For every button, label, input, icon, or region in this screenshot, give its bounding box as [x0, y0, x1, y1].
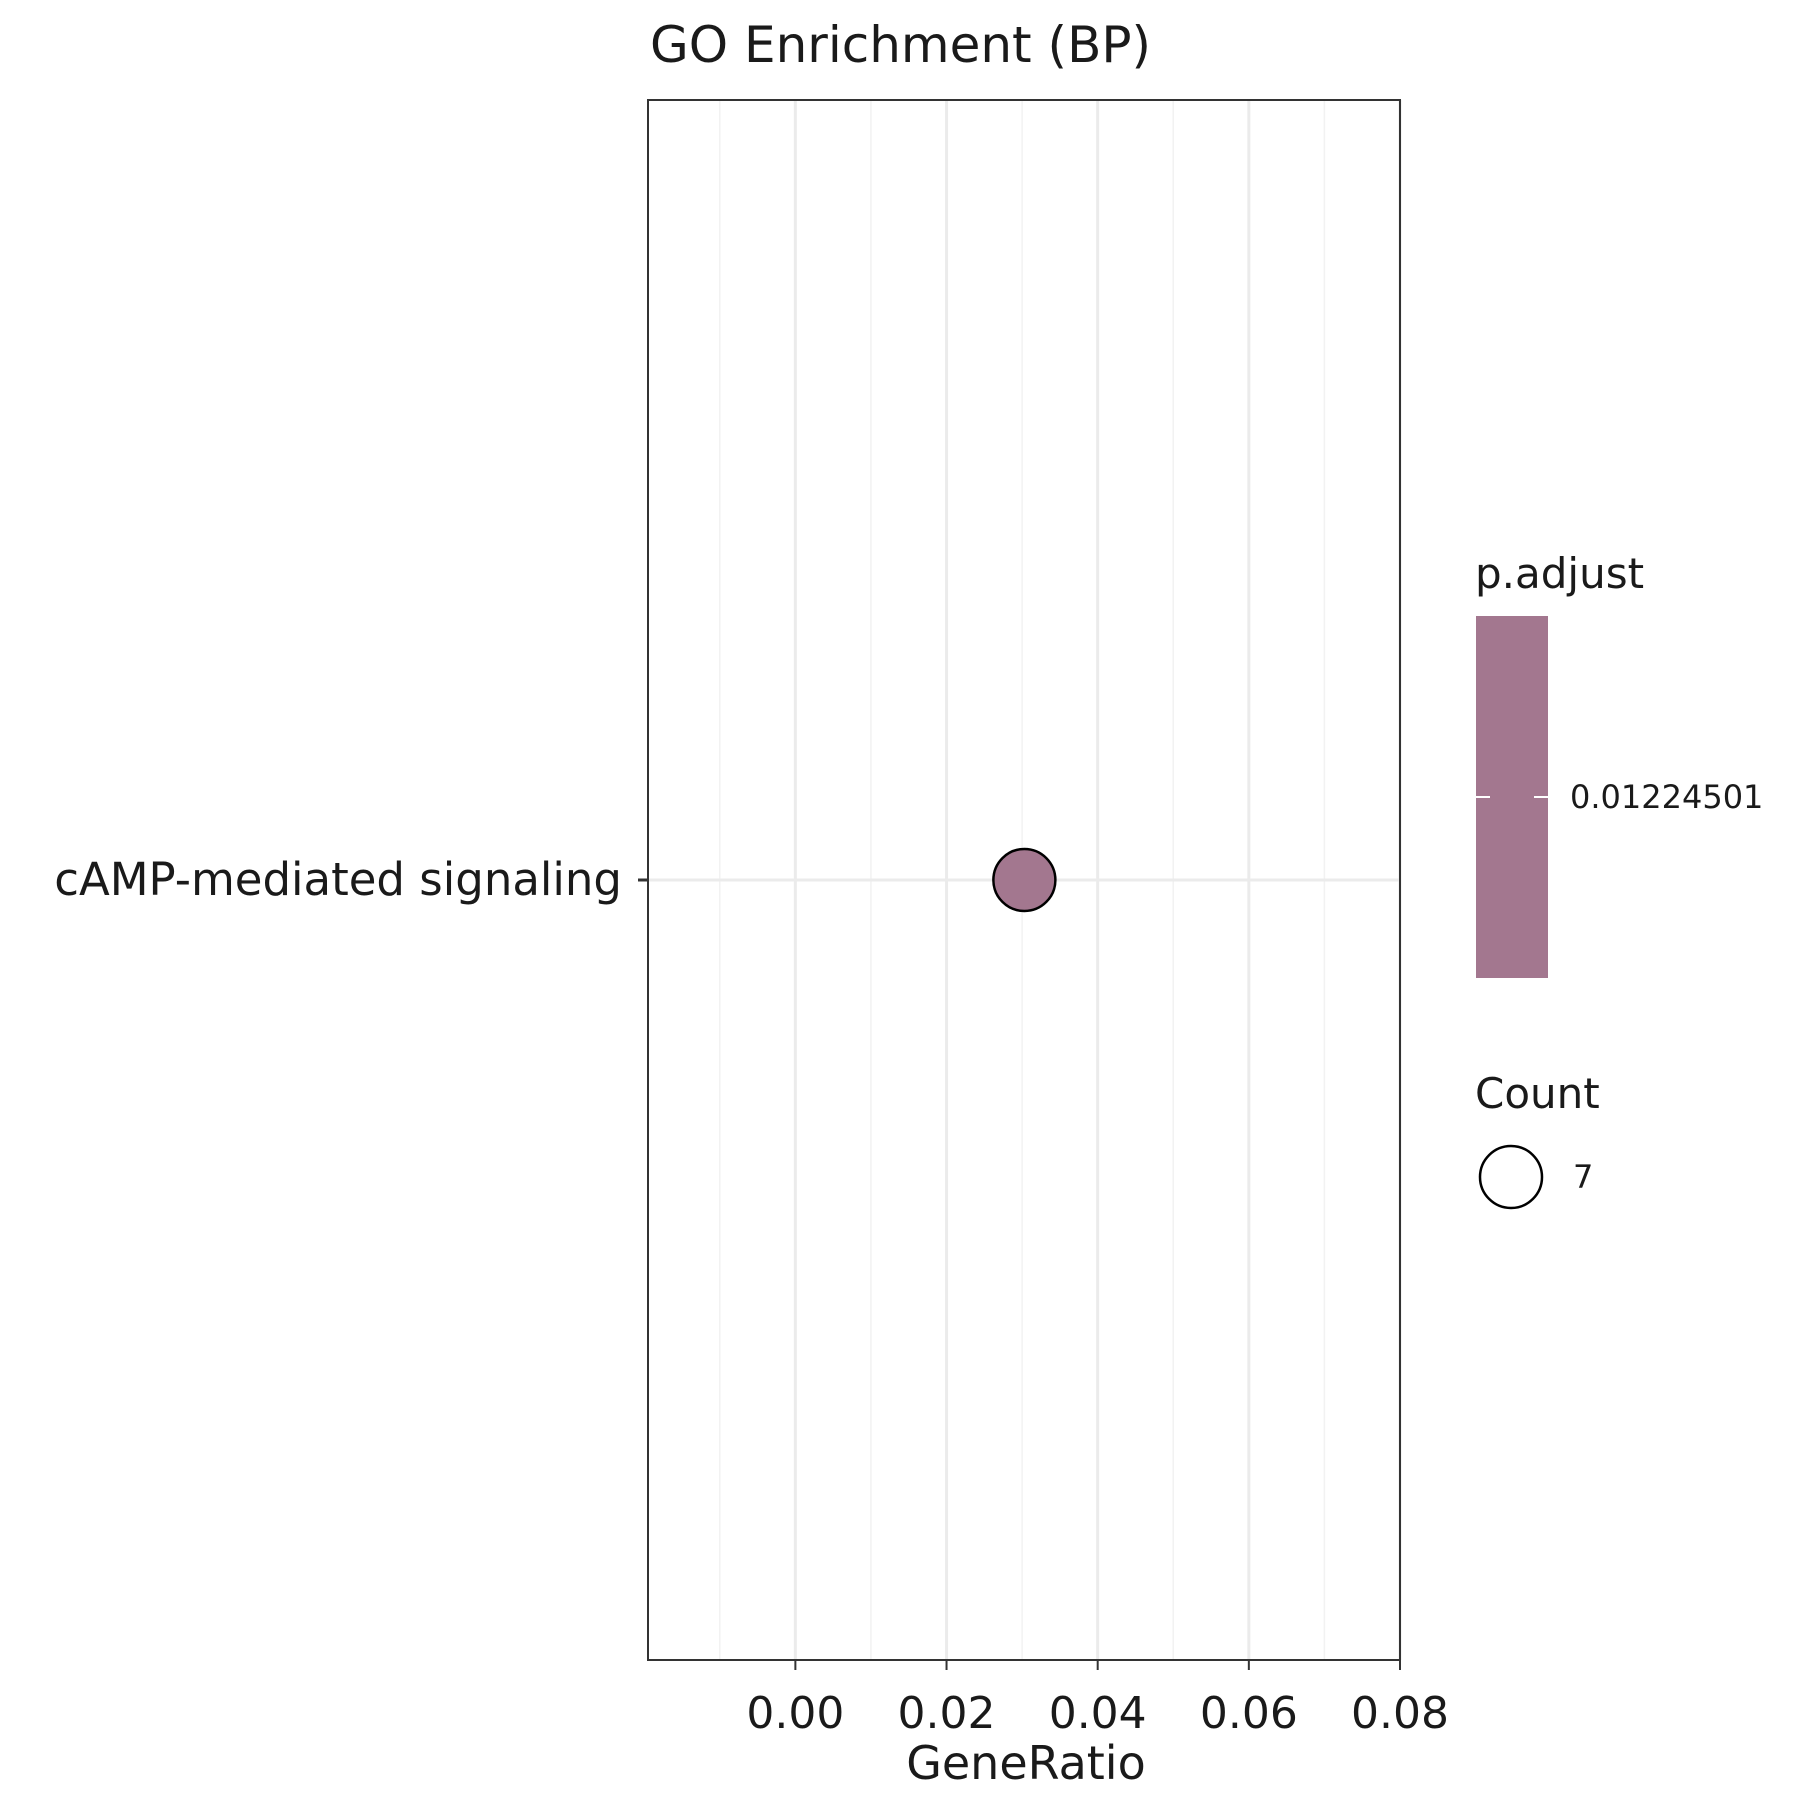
chart-title: GO Enrichment (BP)	[650, 16, 1151, 74]
size-legend-key	[1478, 1144, 1544, 1210]
color-legend-value: 0.01224501	[1570, 778, 1763, 816]
size-legend: Count 7	[1475, 1069, 1600, 1210]
x-tick-label: 0.08	[1351, 1688, 1449, 1739]
x-tick-label: 0.00	[746, 1688, 844, 1739]
x-axis: 0.00 0.02 0.04 0.06 0.08	[746, 1660, 1449, 1739]
color-legend: p.adjust 0.01224501	[1475, 549, 1763, 978]
y-axis: cAMP-mediated signaling	[54, 853, 648, 906]
y-category-label: cAMP-mediated signaling	[54, 853, 622, 906]
x-axis-title: GeneRatio	[906, 1736, 1146, 1790]
data-point[interactable]	[992, 847, 1057, 913]
size-legend-value: 7	[1573, 1158, 1593, 1196]
size-legend-title: Count	[1475, 1069, 1600, 1118]
points-layer	[992, 847, 1057, 913]
color-legend-title: p.adjust	[1475, 549, 1644, 598]
x-tick-label: 0.06	[1200, 1688, 1298, 1739]
x-tick-label: 0.02	[898, 1688, 996, 1739]
x-tick-label: 0.04	[1049, 1688, 1147, 1739]
